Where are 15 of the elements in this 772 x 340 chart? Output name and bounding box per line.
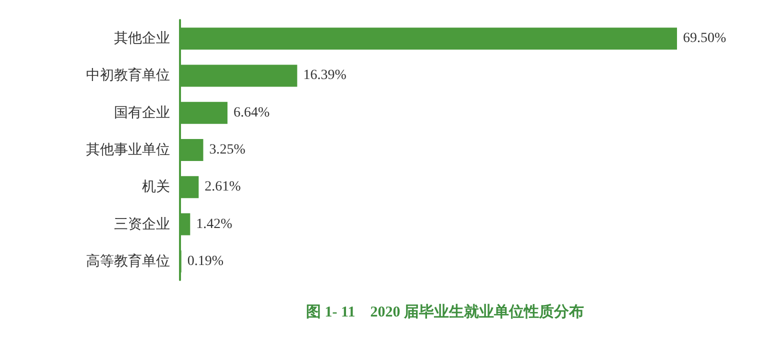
data-label: 2.61% bbox=[204, 180, 242, 195]
data-label: 16.39% bbox=[303, 68, 347, 84]
y-tick-label: 其他事业单位 bbox=[86, 142, 170, 158]
y-tick-label: 机关 bbox=[142, 179, 170, 196]
y-tick-label: 三资企业 bbox=[114, 216, 170, 232]
y-tick-label: 国有企业 bbox=[114, 104, 170, 121]
y-tick-label: 高等教育单位 bbox=[86, 252, 170, 270]
data-label: 69.50% bbox=[683, 31, 726, 46]
data-label: 1.42% bbox=[196, 216, 233, 232]
data-label: 3.25% bbox=[209, 142, 246, 158]
y-tick-label: 中初教育单位 bbox=[86, 66, 170, 84]
data-label: 6.64% bbox=[233, 105, 270, 120]
text: 图 1- 11 2020 届毕业生就业单位性质分布 bbox=[306, 304, 584, 320]
y-tick-label: 其他企业 bbox=[114, 30, 170, 47]
data-label: 0.19% bbox=[187, 254, 224, 269]
